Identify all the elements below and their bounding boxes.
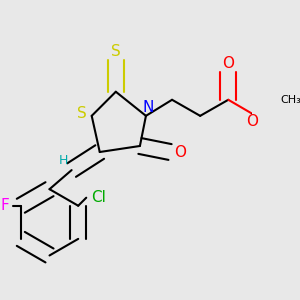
Text: CH₃: CH₃: [280, 95, 300, 105]
Text: O: O: [174, 145, 186, 160]
Text: Cl: Cl: [91, 190, 106, 205]
Text: S: S: [77, 106, 86, 121]
Text: O: O: [246, 114, 258, 129]
Text: S: S: [111, 44, 121, 59]
Text: N: N: [142, 100, 154, 115]
Text: F: F: [0, 198, 9, 213]
Text: H: H: [59, 154, 68, 166]
Text: O: O: [222, 56, 234, 71]
